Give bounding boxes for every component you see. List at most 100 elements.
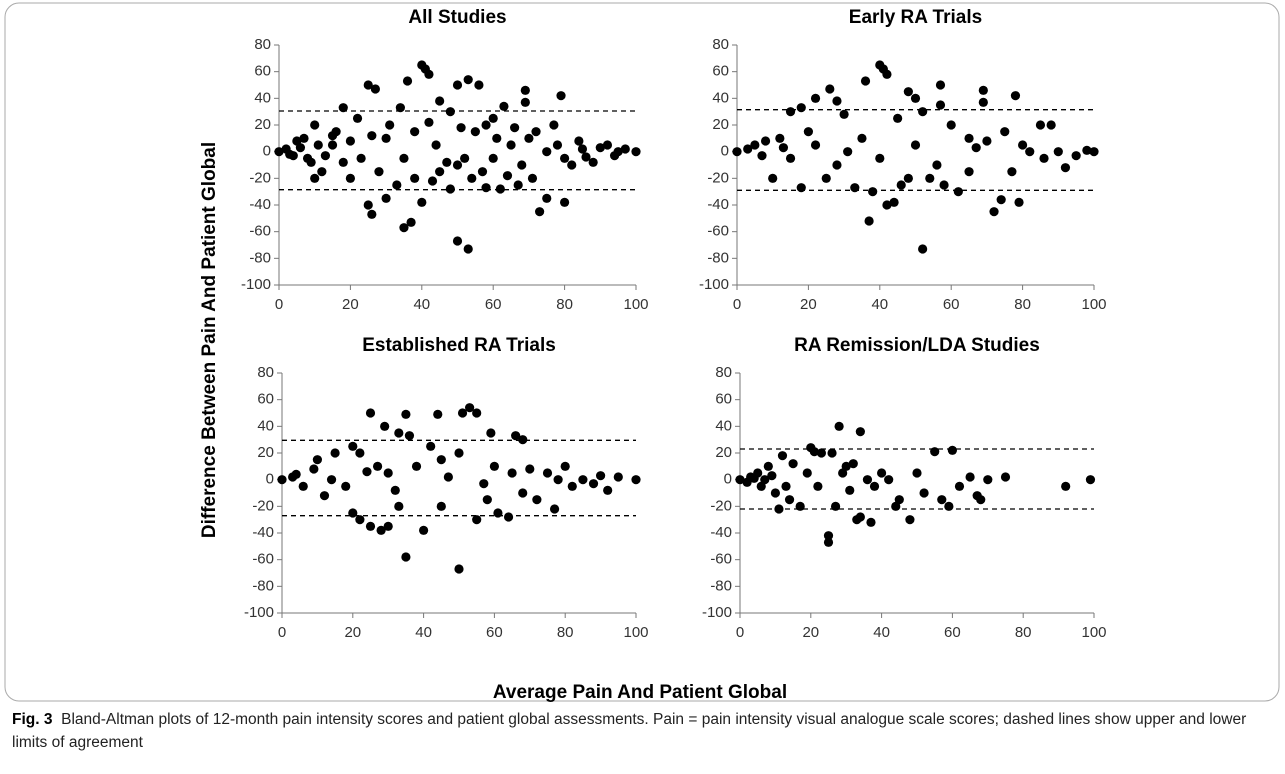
point <box>896 180 906 190</box>
y-tick-label: -20 <box>252 497 274 514</box>
x-tick-label: 20 <box>342 296 359 313</box>
point <box>932 160 942 170</box>
y-axis-label: Difference Between Pain And Patient Glob… <box>199 142 220 538</box>
point <box>983 475 993 485</box>
point <box>454 448 464 458</box>
point <box>327 140 338 150</box>
y-tick-label: 80 <box>715 364 732 381</box>
y-tick-label: -60 <box>252 551 274 568</box>
point <box>493 508 503 518</box>
y-tick-label: -80 <box>252 577 274 594</box>
point <box>326 475 337 485</box>
point <box>767 471 777 481</box>
point <box>893 113 903 123</box>
point <box>381 193 391 203</box>
x-tick-label: 80 <box>556 296 573 313</box>
chart-title: Established RA Trials <box>362 335 556 356</box>
point <box>796 183 806 193</box>
point <box>631 475 641 485</box>
point <box>435 96 445 106</box>
point <box>376 525 386 535</box>
point <box>946 120 956 130</box>
point <box>1000 127 1010 137</box>
point <box>411 461 422 471</box>
x-tick-label: 60 <box>486 624 503 641</box>
point <box>978 97 988 107</box>
point <box>352 113 363 123</box>
point <box>552 140 563 150</box>
y-tick-label: 0 <box>721 143 729 160</box>
point <box>860 76 871 86</box>
point <box>542 468 553 478</box>
x-tick-label: 0 <box>733 296 741 313</box>
point <box>732 147 742 157</box>
point <box>424 117 434 127</box>
point <box>481 120 491 130</box>
point <box>781 481 791 491</box>
point <box>827 448 837 458</box>
x-tick-label: 20 <box>344 624 361 641</box>
point <box>549 504 560 514</box>
point <box>470 127 480 137</box>
point <box>578 475 588 485</box>
point <box>524 133 534 143</box>
x-axis-label: Average Pain And Patient Global <box>493 682 787 703</box>
point <box>620 144 630 154</box>
point <box>457 408 468 418</box>
point <box>832 160 842 170</box>
point <box>399 153 409 163</box>
y-tick-label: -60 <box>707 223 729 240</box>
y-tick-label: -80 <box>707 249 729 266</box>
point <box>838 468 848 478</box>
point <box>419 525 429 535</box>
point <box>602 140 613 150</box>
point <box>903 87 913 97</box>
point <box>372 461 383 471</box>
point <box>903 173 913 183</box>
point <box>404 431 415 441</box>
y-tick-label: 40 <box>257 417 274 434</box>
point <box>850 183 860 193</box>
point <box>367 209 377 219</box>
x-tick-label: 40 <box>871 296 888 313</box>
point <box>750 140 760 150</box>
point <box>770 488 781 498</box>
x-tick-label: 100 <box>1081 624 1106 641</box>
x-tick-label: 20 <box>800 296 817 313</box>
point <box>436 501 446 511</box>
caption-label: Fig. 3 <box>12 711 53 728</box>
y-tick-label: 80 <box>254 36 271 53</box>
point <box>525 464 535 474</box>
point <box>463 244 473 254</box>
point <box>277 475 287 485</box>
point <box>742 477 752 487</box>
point <box>588 157 598 167</box>
point <box>581 152 591 162</box>
point <box>834 421 844 431</box>
point <box>760 136 771 146</box>
y-tick-label: -100 <box>699 276 729 293</box>
point <box>507 468 517 478</box>
point <box>935 100 946 110</box>
point <box>803 127 814 137</box>
point <box>768 173 778 183</box>
point <box>355 448 365 458</box>
point <box>556 91 566 101</box>
point <box>395 103 405 113</box>
point <box>319 491 330 501</box>
point <box>882 69 892 79</box>
point <box>454 564 464 574</box>
point <box>862 475 873 485</box>
point <box>875 153 885 163</box>
point <box>299 133 309 143</box>
y-tick-label: 80 <box>257 364 274 381</box>
point <box>549 120 559 130</box>
point <box>964 133 974 143</box>
y-tick-label: -80 <box>710 577 732 594</box>
point <box>520 85 530 95</box>
point <box>435 167 445 177</box>
point <box>385 120 395 130</box>
point <box>1035 120 1046 130</box>
point <box>868 187 878 197</box>
